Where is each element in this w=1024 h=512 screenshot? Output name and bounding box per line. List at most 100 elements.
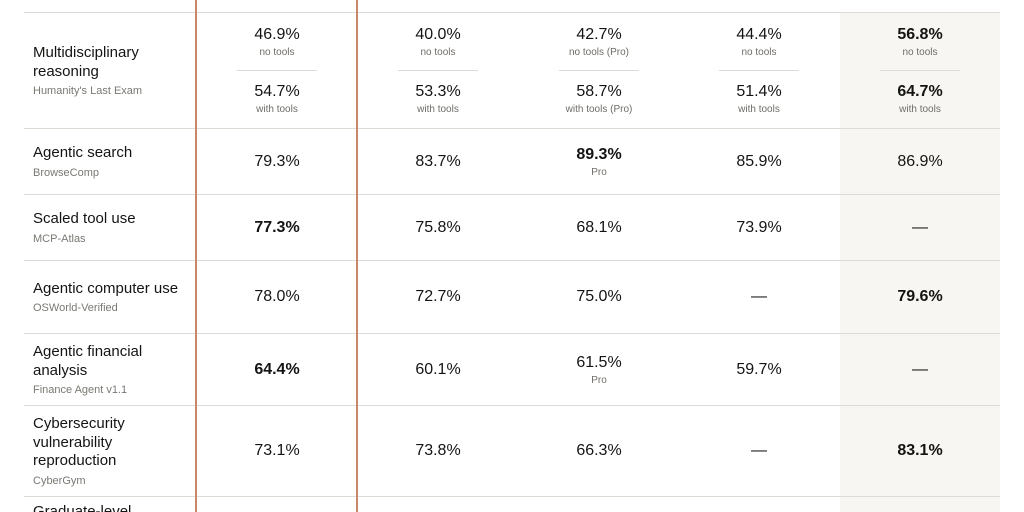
- table-cell: 59.7%: [679, 334, 839, 405]
- table-cell: 42.7% no tools (Pro) 58.7% with tools (Pro…: [519, 13, 679, 128]
- cell-divider: [719, 70, 799, 71]
- table-row: Agentic financial analysis Finance Agent…: [24, 334, 1000, 405]
- table-row-partial: Graduate-level: [24, 503, 1000, 512]
- table-cell: —: [679, 261, 839, 333]
- score-note: no tools: [902, 46, 938, 58]
- benchmark-label: Multidisciplinary reasoning Humanity's L…: [33, 13, 183, 128]
- table-cell: 60.1%: [358, 334, 518, 405]
- table-cell: 78.0%: [197, 261, 357, 333]
- score-value: 46.9%: [254, 25, 300, 43]
- benchmark-name: Agentic financial analysis: [33, 343, 143, 379]
- benchmark-name: Cybersecurity vulnerability reproduction: [33, 415, 125, 470]
- table-cell: 46.9% no tools 54.7% with tools: [197, 13, 357, 128]
- score-note: Pro: [591, 374, 607, 386]
- benchmark-source: BrowseComp: [33, 166, 100, 179]
- table-cell: 73.8%: [358, 406, 518, 496]
- row-divider: [24, 496, 1000, 497]
- benchmark-name: Agentic computer use: [33, 279, 179, 297]
- score-note: no tools: [259, 46, 295, 58]
- score-note: no tools: [420, 46, 456, 58]
- table-cell: 64.4%: [197, 334, 357, 405]
- score-value: 66.3%: [576, 442, 622, 459]
- score-value: 77.3%: [254, 218, 300, 236]
- table-cell: 79.3%: [197, 129, 357, 194]
- benchmark-source: OSWorld-Verified: [33, 302, 118, 315]
- table-cell: 68.1%: [519, 195, 679, 260]
- score-value: 54.7%: [254, 83, 300, 101]
- score-value: 56.8%: [897, 25, 943, 43]
- table-cell: —: [840, 334, 1000, 405]
- table-cell: —: [840, 195, 1000, 260]
- score-value: 53.3%: [415, 83, 461, 101]
- score-value: 44.4%: [736, 25, 782, 43]
- score-note: no tools: [741, 46, 777, 58]
- score-value: 86.9%: [897, 152, 943, 170]
- table-row: Agentic search BrowseComp 79.3% 83.7% 89…: [24, 129, 1000, 194]
- benchmark-label: Agentic computer use OSWorld-Verified: [33, 261, 183, 333]
- score-value: 51.4%: [736, 83, 782, 101]
- table-cell: 44.4% no tools 51.4% with tools: [679, 13, 839, 128]
- score-value: 73.9%: [736, 218, 782, 236]
- score-value: 60.1%: [415, 360, 461, 378]
- score-value: 59.7%: [736, 360, 782, 378]
- score-note: with tools: [738, 104, 780, 116]
- table-row: Multidisciplinary reasoning Humanity's L…: [24, 13, 1000, 128]
- table-cell: 61.5% Pro: [519, 334, 679, 405]
- score-value: 83.1%: [897, 442, 943, 459]
- score-value: 40.0%: [415, 25, 461, 43]
- score-value: 79.6%: [897, 288, 943, 305]
- score-value: 78.0%: [254, 288, 300, 305]
- row-divider: [24, 128, 1000, 129]
- highlighted-model-column: [840, 12, 1000, 512]
- benchmark-label: Agentic search BrowseComp: [33, 129, 183, 194]
- score-value: 83.7%: [415, 152, 461, 170]
- benchmark-name: Agentic search: [33, 144, 133, 162]
- table-cell: 73.9%: [679, 195, 839, 260]
- cell-divider: [237, 70, 317, 71]
- score-value: 73.1%: [254, 442, 300, 459]
- score-note: no tools (Pro): [568, 46, 630, 58]
- cell-divider: [559, 70, 639, 71]
- table-row: Cybersecurity vulnerability reproduction…: [24, 406, 1000, 496]
- table-cell: 85.9%: [679, 129, 839, 194]
- cell-divider: [880, 70, 960, 71]
- benchmark-source: Humanity's Last Exam: [33, 85, 143, 97]
- score-value: 64.4%: [254, 360, 300, 378]
- score-value: 85.9%: [736, 152, 782, 170]
- score-value: 79.3%: [254, 152, 300, 170]
- table-cell: 77.3%: [197, 195, 357, 260]
- score-value: 73.8%: [415, 442, 461, 459]
- benchmark-source: Finance Agent v1.1: [33, 384, 128, 396]
- benchmark-name: Graduate-level: [33, 503, 132, 512]
- table-cell: 73.1%: [197, 406, 357, 496]
- not-available-dash: —: [912, 360, 928, 378]
- score-value: 75.8%: [415, 218, 461, 236]
- table-cell: 89.3% Pro: [519, 129, 679, 194]
- benchmark-name: Multidisciplinary reasoning: [33, 44, 139, 80]
- row-divider: [24, 194, 1000, 195]
- score-value: 61.5%: [576, 353, 622, 371]
- score-note: with tools: [256, 104, 298, 116]
- table-cell: 75.8%: [358, 195, 518, 260]
- not-available-dash: —: [751, 288, 767, 305]
- benchmark-label: Scaled tool use MCP-Atlas: [33, 195, 183, 260]
- table-cell: 75.0%: [519, 261, 679, 333]
- score-note: with tools: [899, 104, 941, 116]
- benchmark-name: Scaled tool use: [33, 210, 136, 228]
- not-available-dash: —: [912, 218, 928, 236]
- score-note: with tools (Pro): [565, 104, 633, 116]
- benchmark-label: Agentic financial analysis Finance Agent…: [33, 334, 183, 405]
- score-note: Pro: [591, 166, 607, 178]
- row-divider: [24, 405, 1000, 406]
- benchmark-source: MCP-Atlas: [33, 232, 86, 245]
- table-cell: —: [679, 406, 839, 496]
- score-value: 64.7%: [897, 83, 943, 101]
- benchmark-table: Multidisciplinary reasoning Humanity's L…: [24, 0, 1000, 512]
- table-cell: 56.8% no tools 64.7% with tools: [840, 13, 1000, 128]
- table-row: Agentic computer use OSWorld-Verified 78…: [24, 261, 1000, 333]
- table-cell: 40.0% no tools 53.3% with tools: [358, 13, 518, 128]
- table-cell: 66.3%: [519, 406, 679, 496]
- not-available-dash: —: [751, 442, 767, 459]
- table-cell: 83.7%: [358, 129, 518, 194]
- table-row: Scaled tool use MCP-Atlas 77.3% 75.8% 68…: [24, 195, 1000, 260]
